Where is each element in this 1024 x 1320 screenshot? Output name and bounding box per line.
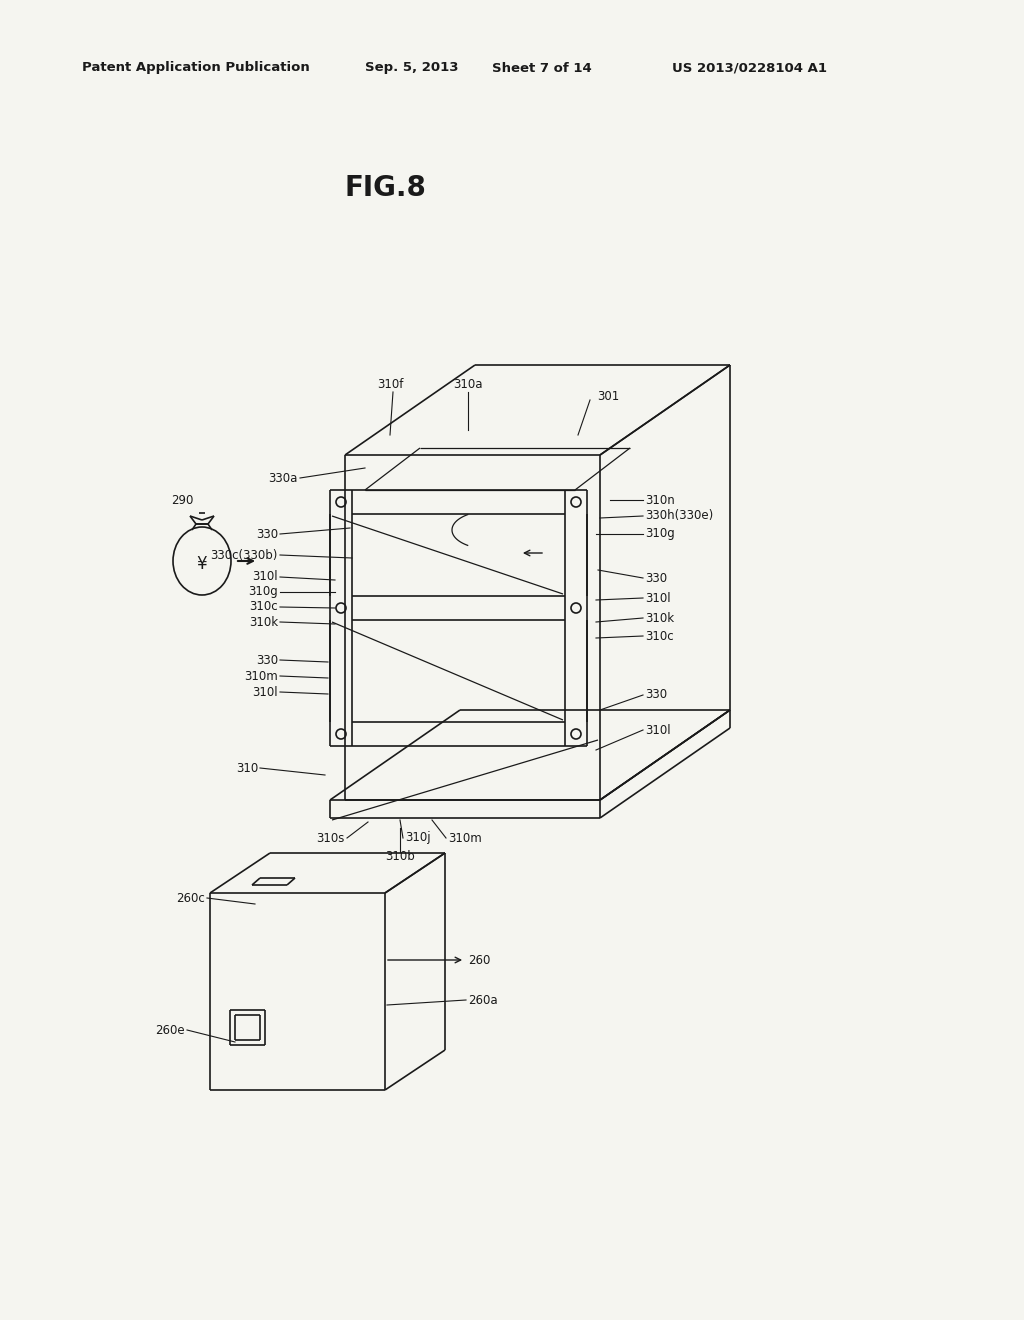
Text: Sep. 5, 2013: Sep. 5, 2013 xyxy=(365,62,459,74)
Text: 310l: 310l xyxy=(252,685,278,698)
Text: 301: 301 xyxy=(597,391,620,404)
Text: 330c(330b): 330c(330b) xyxy=(211,549,278,561)
Text: 310k: 310k xyxy=(645,611,674,624)
Text: 310b: 310b xyxy=(385,850,415,862)
Text: 310l: 310l xyxy=(645,591,671,605)
Text: 310g: 310g xyxy=(248,586,278,598)
Text: 310m: 310m xyxy=(449,832,481,845)
Text: 310k: 310k xyxy=(249,615,278,628)
Text: 260e: 260e xyxy=(156,1023,185,1036)
Text: 310s: 310s xyxy=(316,832,345,845)
Text: 330: 330 xyxy=(645,572,667,585)
Text: 310l: 310l xyxy=(645,723,671,737)
Text: 310n: 310n xyxy=(645,494,675,507)
Text: FIG.8: FIG.8 xyxy=(344,174,426,202)
Text: 330: 330 xyxy=(645,689,667,701)
Text: 310f: 310f xyxy=(377,379,403,392)
Text: 310: 310 xyxy=(236,762,258,775)
Text: US 2013/0228104 A1: US 2013/0228104 A1 xyxy=(672,62,827,74)
Text: Patent Application Publication: Patent Application Publication xyxy=(82,62,309,74)
Text: 330: 330 xyxy=(256,653,278,667)
Text: 310j: 310j xyxy=(406,832,431,845)
Text: 310c: 310c xyxy=(250,601,278,614)
Text: 310g: 310g xyxy=(645,528,675,540)
Text: 260a: 260a xyxy=(468,994,498,1006)
Text: 260: 260 xyxy=(468,953,490,966)
Text: ¥: ¥ xyxy=(197,554,207,573)
Text: 310c: 310c xyxy=(645,630,674,643)
Text: 330a: 330a xyxy=(268,471,298,484)
Text: Sheet 7 of 14: Sheet 7 of 14 xyxy=(492,62,592,74)
Text: 330h(330e): 330h(330e) xyxy=(645,510,714,523)
Text: 290: 290 xyxy=(171,494,194,507)
Text: 330: 330 xyxy=(256,528,278,540)
Text: 310m: 310m xyxy=(245,669,278,682)
Text: 310l: 310l xyxy=(252,570,278,583)
Text: 260c: 260c xyxy=(176,891,205,904)
Text: 310a: 310a xyxy=(454,379,482,392)
